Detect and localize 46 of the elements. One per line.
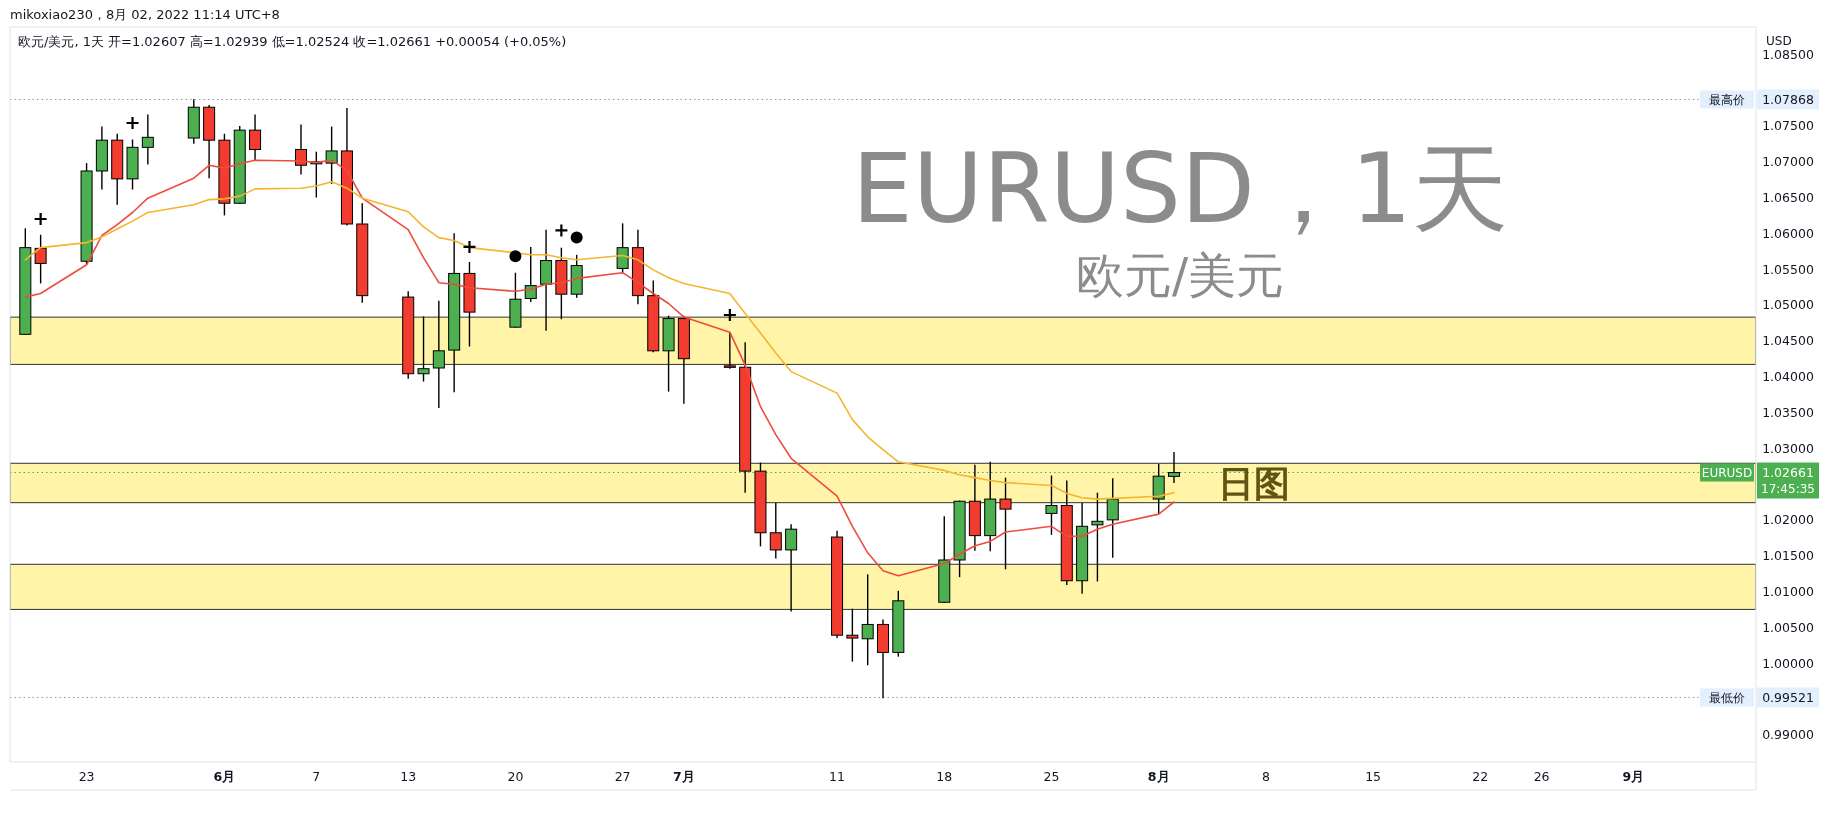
x-tick-label: 25 [1043, 769, 1060, 784]
ref-line-label: 最高价 [1709, 93, 1745, 107]
y-tick-label: 0.99000 [1762, 727, 1814, 743]
y-tick-label: 1.07500 [1762, 118, 1814, 134]
x-tick-label: 13 [400, 769, 417, 784]
text: 0.99521 [1762, 689, 1814, 705]
text: 欧元/美元 [1075, 247, 1285, 303]
y-tick-label: 1.05500 [1762, 261, 1814, 277]
x-tick-label: 9月 [1622, 769, 1645, 784]
y-tick-label: 1.02000 [1762, 512, 1814, 528]
y-tick-label: 1.00000 [1762, 655, 1814, 671]
x-tick-label: 22 [1472, 769, 1489, 784]
ref-line-label: 最低价 [1709, 690, 1745, 705]
y-tick-label: 1.05000 [1762, 297, 1814, 313]
x-tick-label: 23 [78, 769, 95, 784]
y-tick-label: 1.01500 [1762, 548, 1814, 564]
x-tick-label: 7 [312, 769, 321, 784]
y-tick-label: 1.08500 [1762, 46, 1814, 62]
x-tick-label: 20 [507, 769, 524, 784]
x-tick-label: 8 [1261, 769, 1270, 784]
y-tick-label: 1.06000 [1762, 225, 1814, 241]
x-tick-label: 15 [1365, 769, 1382, 784]
text: mikoxiao230，8月 02, 2022 11:14 UTC+8 [10, 7, 280, 22]
y-tick-label: 1.04000 [1762, 369, 1814, 385]
x-tick-label: 11 [829, 769, 846, 784]
annotation: 欧元/美元, 1天 开=1.02607 高=1.02939 低=1.02524 收=1.02661 +0.00054 (+0.05%) [18, 34, 567, 49]
ref-line-label: EURUSD [1701, 466, 1753, 481]
x-tick-label: 8月 [1147, 769, 1170, 784]
x-tick-label: 26 [1533, 769, 1550, 784]
y-tick-label: 1.00500 [1762, 619, 1814, 635]
text: 1.07868 [1762, 92, 1814, 107]
y-tick-label: 1.03000 [1762, 440, 1814, 456]
x-tick-label: 18 [936, 769, 953, 784]
text: 1.02661 [1762, 465, 1814, 481]
y-tick-label: 1.06500 [1762, 190, 1814, 205]
y-tick-label: 1.03500 [1762, 404, 1814, 420]
y-axis-title: USD [1766, 34, 1792, 48]
text: EURUSD，1天 [852, 133, 1508, 245]
x-tick-label: 6月 [213, 769, 236, 784]
y-tick-label: 1.07000 [1762, 154, 1814, 170]
x-tick-label: 7月 [673, 769, 695, 784]
y-tick-label: 1.01000 [1762, 584, 1814, 599]
y-tick-label: 1.04500 [1762, 333, 1814, 349]
text: 17:45:35 [1761, 481, 1815, 496]
x-tick-label: 27 [614, 769, 631, 784]
band-label: 日图 [1218, 462, 1290, 504]
